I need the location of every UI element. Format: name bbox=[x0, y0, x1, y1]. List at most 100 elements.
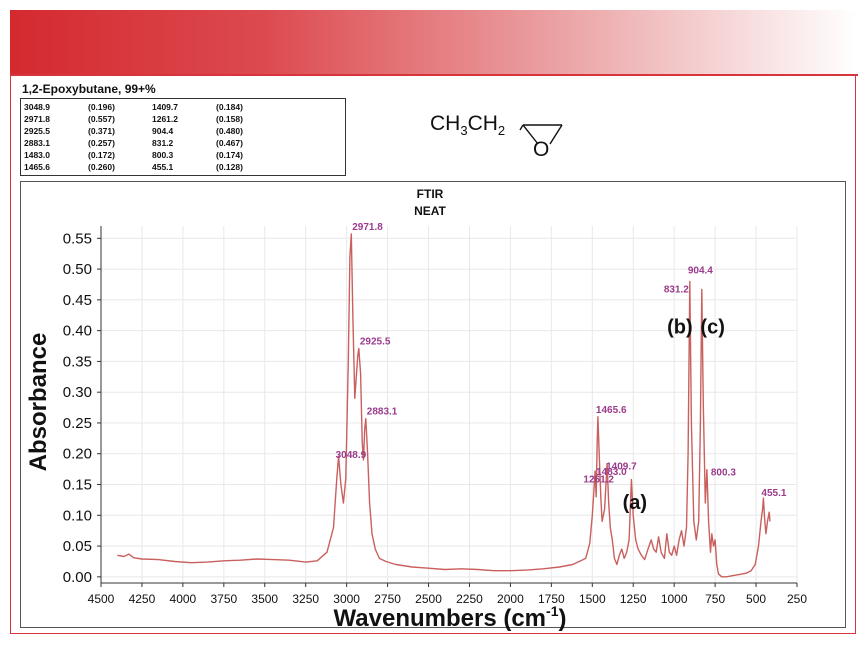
peak-table-row: 1483.0 (0.172) 800.3 (0.174) bbox=[24, 149, 342, 161]
header-banner bbox=[10, 10, 858, 74]
x-tick-label: 4250 bbox=[129, 592, 156, 606]
y-tick-label: 0.15 bbox=[63, 477, 92, 494]
y-tick-label: 0.40 bbox=[63, 323, 92, 340]
peak-absorbance: (0.467) bbox=[216, 138, 243, 148]
peak-absorbance: (0.128) bbox=[216, 162, 243, 172]
formula-subscript: 2 bbox=[497, 123, 506, 139]
peak-label: 1465.6 bbox=[596, 405, 627, 416]
peak-table-row: 2925.5 (0.371) 904.4 (0.480) bbox=[24, 125, 342, 137]
peak-label: 1483.0 bbox=[596, 467, 627, 478]
y-tick-label: 0.25 bbox=[63, 415, 92, 432]
x-tick-label: 500 bbox=[746, 592, 766, 606]
chart-grid bbox=[100, 226, 798, 583]
peak-wavenumber: 2883.1 bbox=[24, 138, 50, 148]
peak-wavenumber: 1261.2 bbox=[152, 114, 178, 124]
y-tick-label: 0.45 bbox=[63, 292, 92, 309]
x-tick-label: 1000 bbox=[661, 592, 688, 606]
chart-title: FTIR bbox=[417, 187, 444, 201]
chart-subtitle: NEAT bbox=[414, 204, 446, 218]
y-tick-label: 0.00 bbox=[63, 569, 92, 586]
peak-wavenumber: 1483.0 bbox=[24, 150, 50, 160]
chart-panel bbox=[20, 181, 846, 628]
peak-table-row: 2883.1 (0.257) 831.2 (0.467) bbox=[24, 137, 342, 149]
peak-wavenumber: 1409.7 bbox=[152, 102, 178, 112]
x-tick-label: 2000 bbox=[497, 592, 524, 606]
band-annotation: (b) bbox=[667, 317, 693, 339]
peak-wavenumber: 455.1 bbox=[152, 162, 174, 172]
peak-absorbance: (0.371) bbox=[88, 126, 115, 136]
y-tick-label: 0.20 bbox=[63, 446, 92, 463]
peak-absorbance: (0.257) bbox=[88, 138, 115, 148]
y-tick-label: 0.05 bbox=[63, 538, 92, 555]
x-tick-label: 2750 bbox=[374, 592, 401, 606]
peak-wavenumber: 800.3 bbox=[152, 150, 174, 160]
peak-wavenumber: 3048.9 bbox=[24, 102, 50, 112]
peak-table: 3048.9 (0.196) 1409.7 (0.184) 2971.8 (0.… bbox=[20, 98, 346, 176]
peak-label: 1409.7 bbox=[606, 462, 637, 473]
x-tick-label: 2250 bbox=[456, 592, 483, 606]
x-axis-label-text: Wavenumbers (cm bbox=[334, 605, 547, 632]
peak-label: 800.3 bbox=[711, 468, 736, 479]
y-ticks: 0.00 0.05 0.10 0.15 0.20 0.25 0.30 0.35 0.40 0.45… bbox=[63, 230, 101, 586]
band-annotation: (a) bbox=[623, 492, 647, 514]
formula-ch: CH bbox=[467, 112, 498, 135]
peak-table-row: 3048.9 (0.196) 1409.7 (0.184) bbox=[24, 101, 342, 113]
sample-name: 1,2-Epoxybutane, 99+% bbox=[22, 82, 156, 96]
peak-absorbance: (0.196) bbox=[88, 102, 115, 112]
spectrum-line bbox=[117, 233, 771, 578]
x-axis-label: Wavenumbers (cm-1) bbox=[334, 603, 567, 632]
peak-label: 455.1 bbox=[761, 488, 786, 499]
peak-label: 904.4 bbox=[688, 265, 713, 276]
x-tick-label: 3750 bbox=[210, 592, 237, 606]
peak-label: 2883.1 bbox=[367, 407, 398, 418]
x-tick-label: 3000 bbox=[333, 592, 360, 606]
band-annotation: (c) bbox=[700, 317, 724, 339]
formula-subscript: 3 bbox=[460, 123, 468, 139]
y-tick-label: 0.35 bbox=[63, 353, 92, 370]
peak-absorbance: (0.260) bbox=[88, 162, 115, 172]
x-tick-label: 2500 bbox=[415, 592, 442, 606]
ring-oxygen: O bbox=[533, 138, 550, 161]
x-tick-label: 250 bbox=[787, 592, 807, 606]
peak-wavenumber: 2925.5 bbox=[24, 126, 50, 136]
x-tick-label: 3500 bbox=[251, 592, 278, 606]
peak-labels: 2971.8 2925.5 2883.1 3048.9 1465.6 1483.01409… bbox=[336, 222, 787, 499]
x-tick-label: 750 bbox=[705, 592, 725, 606]
frame-top-line bbox=[10, 74, 858, 76]
y-tick-label: 0.30 bbox=[63, 384, 92, 401]
peak-table-row: 2971.8 (0.557) 1261.2 (0.158) bbox=[24, 113, 342, 125]
peak-absorbance: (0.480) bbox=[216, 126, 243, 136]
x-tick-label: 4000 bbox=[170, 592, 197, 606]
y-tick-label: 0.50 bbox=[63, 261, 92, 278]
peak-wavenumber: 831.2 bbox=[152, 138, 174, 148]
band-annotations: (a) (b) (c) bbox=[623, 317, 725, 514]
peak-label: 1261.2 bbox=[583, 475, 614, 486]
formula-ch: CH bbox=[430, 112, 461, 135]
peak-table-row: 1465.6 (0.260) 455.1 (0.128) bbox=[24, 161, 342, 173]
x-axis-label-sup: -1 bbox=[546, 603, 559, 619]
x-tick-label: 1250 bbox=[620, 592, 647, 606]
peak-wavenumber: 1465.6 bbox=[24, 162, 50, 172]
y-tick-label: 0.10 bbox=[63, 507, 92, 524]
peak-absorbance: (0.172) bbox=[88, 150, 115, 160]
peak-absorbance: (0.184) bbox=[216, 102, 243, 112]
peak-wavenumber: 904.4 bbox=[152, 126, 174, 136]
x-axis-label-end: ) bbox=[558, 605, 566, 632]
peak-label: 2925.5 bbox=[360, 336, 391, 347]
x-tick-label: 4500 bbox=[88, 592, 115, 606]
structure-formula: CH3CH2 bbox=[430, 112, 505, 138]
peak-absorbance: (0.557) bbox=[88, 114, 115, 124]
peak-label: 2971.8 bbox=[352, 222, 383, 233]
x-tick-label: 1750 bbox=[538, 592, 565, 606]
y-axis-label: Absorbance bbox=[25, 333, 52, 472]
peak-label: 3048.9 bbox=[336, 450, 367, 461]
peak-absorbance: (0.158) bbox=[216, 114, 243, 124]
peak-label: 831.2 bbox=[664, 284, 689, 295]
x-tick-label: 3250 bbox=[292, 592, 319, 606]
peak-wavenumber: 2971.8 bbox=[24, 114, 50, 124]
x-tick-label: 1500 bbox=[579, 592, 606, 606]
peak-absorbance: (0.174) bbox=[216, 150, 243, 160]
x-ticks: 4500 4250 4000 3750 3500 3250 3000 2750 2500 2250… bbox=[88, 583, 807, 606]
y-tick-label: 0.55 bbox=[63, 230, 92, 247]
